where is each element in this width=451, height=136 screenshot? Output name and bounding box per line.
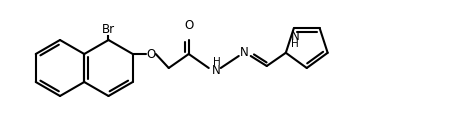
Text: Br: Br [102,23,115,36]
Text: H: H [212,57,220,67]
Text: N: N [212,64,221,76]
Text: H: H [290,39,298,49]
Text: O: O [146,47,155,61]
Text: O: O [184,19,193,32]
Text: N: N [240,46,249,58]
Text: N: N [290,30,299,43]
